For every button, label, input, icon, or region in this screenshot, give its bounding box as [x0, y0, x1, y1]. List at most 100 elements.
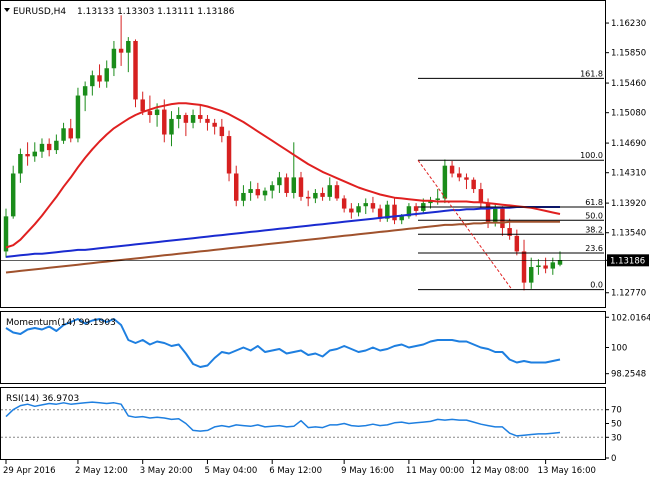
candle-body: [10, 173, 16, 217]
time-tick-label: 29 Apr 2016: [3, 466, 56, 476]
candle-body: [356, 206, 361, 213]
candle-body: [457, 173, 462, 178]
candle-body: [104, 68, 109, 82]
price-plot-area: [1, 15, 605, 291]
candle-body: [176, 115, 181, 119]
price-tick-label: 1.16230: [611, 19, 646, 29]
time-tick-label: 2 May 12:00: [75, 466, 128, 476]
price-tick-label: 1.15460: [611, 79, 646, 89]
price-tick-label: 1.14690: [611, 139, 646, 149]
fib-level-label: 161.8: [580, 69, 603, 78]
price-tick-label: 1.13920: [611, 199, 646, 209]
candle-body: [399, 216, 404, 221]
time-tick-label: 12 May 08:00: [471, 466, 529, 476]
ohlc-label: 1.13133 1.13303 1.13111 1.13186: [77, 7, 235, 17]
candle-body: [262, 190, 268, 196]
current-price-label: 1.13186: [610, 256, 645, 266]
candle-body: [241, 192, 246, 201]
candle-body: [514, 235, 520, 252]
price-tick-label: 1.15080: [611, 109, 646, 119]
rsi-plot-area: [1, 401, 605, 438]
candle-body: [212, 122, 217, 127]
momentum-tick-label: 100: [611, 344, 627, 354]
candle-body: [226, 136, 232, 174]
sma-slow-line: [5, 220, 560, 274]
collapse-triangle-icon[interactable]: [4, 8, 10, 12]
fibonacci-layer: 161.8 100.0 61.8 50.0 38.2 23.6 0.0: [417, 69, 604, 291]
candle-body: [341, 198, 347, 209]
momentum-tick-label: 98.2548: [611, 370, 646, 380]
candle-body: [536, 265, 541, 268]
candle-body: [406, 206, 412, 217]
candle-body: [413, 206, 419, 211]
candle-body: [291, 177, 297, 193]
candle-body: [205, 118, 210, 123]
candle-body: [327, 185, 332, 197]
candle-body: [464, 177, 469, 180]
time-tick-label: 5 May 04:00: [204, 466, 257, 476]
candle-body: [277, 177, 282, 186]
candle-body: [97, 75, 102, 82]
fib-level-label: 0.0: [590, 281, 603, 290]
candle-body: [3, 216, 9, 252]
candle-body: [557, 260, 563, 265]
price-tick-label: 1.13540: [611, 229, 646, 239]
rsi-tick-label: 50: [611, 420, 622, 430]
candle-body: [298, 177, 304, 197]
candle-body: [377, 208, 383, 219]
time-tick-label: 9 May 16:00: [341, 466, 394, 476]
rsi-tick-label: 30: [611, 433, 622, 443]
rsi-line: [5, 401, 561, 437]
candle-body: [133, 40, 138, 100]
candle-body: [25, 154, 30, 157]
sma-mid-line: [5, 206, 560, 258]
momentum-tick-label: 102.0164: [611, 313, 650, 323]
price-tick-label: 1.15850: [611, 49, 646, 59]
candle-body: [39, 143, 45, 152]
price-tick-label: 1.12770: [611, 289, 646, 299]
candle-body: [61, 128, 66, 141]
candle-body: [320, 192, 325, 197]
candle-body: [507, 228, 512, 236]
candle-body: [248, 189, 253, 193]
momentum-line: [5, 318, 561, 368]
candle-body: [442, 165, 448, 199]
time-tick-label: 13 May 16:00: [538, 466, 596, 476]
candle-body: [449, 165, 455, 174]
candle-body: [75, 95, 81, 139]
candle-body: [198, 115, 203, 119]
candle-body: [392, 204, 397, 221]
candle-body: [118, 48, 124, 53]
price-tick-label: 1.14310: [611, 169, 646, 179]
candle-body: [126, 40, 131, 53]
candle-body: [111, 48, 117, 69]
candle-body: [521, 251, 527, 283]
momentum-title: Momentum(14) 99.1903: [6, 318, 116, 328]
candle-body: [313, 192, 318, 199]
candle-body: [269, 185, 275, 191]
candle-body: [18, 154, 23, 174]
main-panel-frame: [0, 0, 606, 308]
time-tick-label: 11 May 00:00: [406, 466, 464, 476]
time-tick-label: 6 May 12:00: [269, 466, 322, 476]
rsi-tick-label: 0: [611, 454, 616, 464]
candle-body: [435, 198, 440, 200]
axes-layer: 1.16230 1.15850 1.15460 1.15080 1.14690 1.143…: [3, 19, 650, 476]
candle-body: [219, 126, 225, 137]
candle-body: [90, 75, 95, 87]
rsi-tick-label: 70: [611, 406, 622, 416]
fib-level-label: 100.0: [580, 151, 603, 160]
candle-body: [162, 109, 167, 135]
candle-body: [363, 203, 368, 207]
candle-body: [493, 208, 498, 222]
candle-body: [183, 115, 189, 123]
candle-body: [46, 143, 52, 151]
candle-body: [385, 204, 390, 219]
time-tick-label: 3 May 20:00: [140, 466, 193, 476]
candle-body: [485, 203, 491, 222]
fib-level-label: 50.0: [585, 211, 603, 220]
candle-body: [543, 265, 548, 269]
candle-body: [154, 109, 160, 116]
candle-body: [500, 208, 505, 229]
fib-level-label: 23.6: [585, 244, 603, 253]
